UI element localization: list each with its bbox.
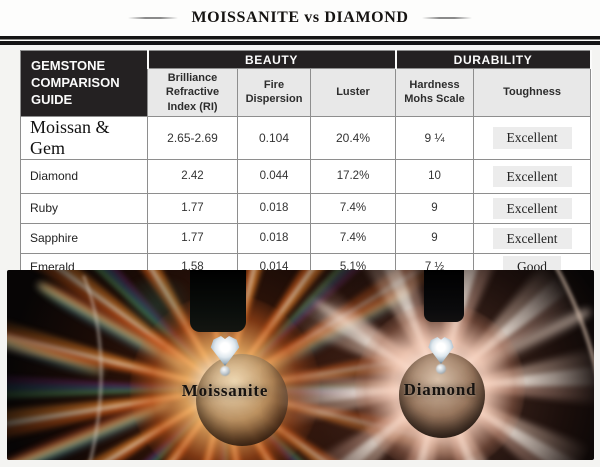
table-row-ruby: Ruby 1.77 0.018 7.4% 9 Excellent (20, 192, 592, 224)
column-header-row: Brilliance Refractive Index (RI) Fire Di… (21, 68, 592, 117)
moissanite-gem-culet (220, 366, 230, 376)
group-header-durability: DURABILITY (394, 50, 592, 69)
gemstone-name-cell: Diamond (20, 158, 148, 194)
toughness-value-badge: Excellent (492, 197, 572, 220)
toughness-value-cell: Excellent (472, 158, 592, 194)
ri-value-cell: 2.65-2.69 (147, 115, 238, 160)
fire-value-cell: 0.104 (237, 115, 311, 160)
column-header-refractive-index: Brilliance Refractive Index (RI) (147, 68, 238, 117)
group-header-row: GEMSTONE COMPARISON GUIDE BEAUTY DURABIL… (20, 50, 592, 117)
moissanite-holder-silhouette (190, 270, 246, 332)
title-rule-right (421, 17, 472, 19)
ri-value-cell: 2.42 (147, 158, 238, 194)
hardness-value-cell: 9 (395, 222, 474, 254)
fire-value-cell: 0.044 (237, 158, 311, 194)
diamond-holder-silhouette (424, 270, 464, 322)
fire-value-cell: 0.018 (237, 222, 311, 254)
table-row-moissanite: Moissan & Gem 2.65-2.69 0.104 20.4% 9 ¼ … (20, 115, 592, 160)
toughness-value-badge: Excellent (492, 227, 572, 250)
luster-value-cell: 20.4% (310, 115, 396, 160)
corner-header-cell: GEMSTONE COMPARISON GUIDE (20, 50, 148, 117)
column-header-toughness: Toughness (472, 68, 592, 117)
diamond-label: Diamond (403, 380, 477, 399)
ri-value-cell: 1.77 (147, 222, 238, 254)
toughness-value-cell: Excellent (472, 192, 592, 224)
title-bar: MOISSANITE vs DIAMOND (0, 0, 600, 36)
column-header-hardness: Hardness Mohs Scale (395, 68, 474, 117)
gemstone-comparison-table: GEMSTONE COMPARISON GUIDE BEAUTY DURABIL… (20, 50, 592, 281)
hardness-value-cell: 9 ¼ (395, 115, 474, 160)
luster-value-cell: 7.4% (310, 192, 396, 224)
column-header-luster: Luster (310, 68, 396, 117)
glass-reflection-smudge (112, 278, 202, 333)
ri-value-cell: 1.77 (147, 192, 238, 224)
double-divider-rule (0, 36, 600, 45)
group-header-beauty: BEAUTY (146, 50, 397, 69)
gemstone-name-cell: Moissan & Gem (20, 115, 148, 160)
sparkle-comparison-photo: Moissanite Diamond (7, 270, 594, 460)
fire-value-cell: 0.018 (237, 192, 311, 224)
gemstone-name-cell: Sapphire (20, 222, 148, 254)
hardness-value-cell: 10 (395, 158, 474, 194)
toughness-value-cell: Excellent (472, 115, 592, 160)
moissanite-label: Moissanite (181, 381, 269, 400)
gemstone-name-cell: Ruby (20, 192, 148, 224)
column-header-fire-dispersion: Fire Dispersion (237, 68, 311, 117)
table-row-diamond: Diamond 2.42 0.044 17.2% 10 Excellent (20, 158, 592, 194)
title-rule-left (128, 17, 179, 19)
luster-value-cell: 17.2% (310, 158, 396, 194)
diamond-gem-culet (436, 364, 446, 374)
toughness-value-badge: Excellent (492, 127, 572, 149)
toughness-value-cell: Excellent (472, 222, 592, 254)
toughness-value-badge: Excellent (492, 165, 572, 188)
luster-value-cell: 7.4% (310, 222, 396, 254)
comparison-table: GEMSTONE COMPARISON GUIDE BEAUTY DURABIL… (20, 50, 592, 281)
page-title: MOISSANITE vs DIAMOND (191, 9, 409, 26)
hardness-value-cell: 9 (395, 192, 474, 224)
table-row-sapphire: Sapphire 1.77 0.018 7.4% 9 Excellent (20, 222, 592, 254)
